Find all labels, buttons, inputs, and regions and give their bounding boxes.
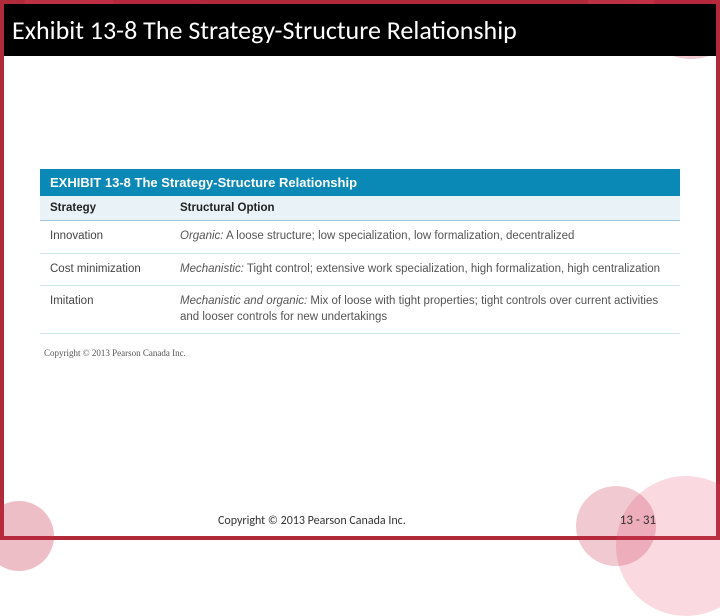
slide: Exhibit 13-8 The Strategy-Structure Rela… bbox=[0, 0, 720, 540]
option-emphasis: Mechanistic: bbox=[180, 263, 244, 275]
cell-strategy: Innovation bbox=[40, 221, 170, 254]
option-emphasis: Mechanistic and organic: bbox=[180, 295, 307, 307]
slide-title: Exhibit 13-8 The Strategy-Structure Rela… bbox=[12, 14, 517, 46]
footer-copyright: Copyright © 2013 Pearson Canada Inc. bbox=[4, 514, 620, 528]
option-text: A loose structure; low specialization, l… bbox=[223, 230, 574, 242]
option-emphasis: Organic: bbox=[180, 230, 223, 242]
decor-circle bbox=[0, 501, 54, 571]
col-header-strategy: Strategy bbox=[40, 196, 170, 221]
exhibit-header: EXHIBIT 13-8 The Strategy-Structure Rela… bbox=[40, 169, 680, 196]
exhibit-area: EXHIBIT 13-8 The Strategy-Structure Rela… bbox=[40, 169, 680, 358]
option-text: Tight control; extensive work specializa… bbox=[244, 263, 660, 275]
table-row: Imitation Mechanistic and organic: Mix o… bbox=[40, 286, 680, 334]
table-row: Innovation Organic: A loose structure; l… bbox=[40, 221, 680, 254]
cell-strategy: Imitation bbox=[40, 286, 170, 334]
exhibit-table: Strategy Structural Option Innovation Or… bbox=[40, 196, 680, 334]
cell-option: Mechanistic and organic: Mix of loose wi… bbox=[170, 286, 680, 334]
cell-strategy: Cost minimization bbox=[40, 253, 170, 286]
cell-option: Mechanistic: Tight control; extensive wo… bbox=[170, 253, 680, 286]
footer: Copyright © 2013 Pearson Canada Inc. 13 … bbox=[4, 513, 716, 528]
title-band: Exhibit 13-8 The Strategy-Structure Rela… bbox=[4, 4, 716, 56]
page-number: 13 - 31 bbox=[620, 513, 656, 528]
cell-option: Organic: A loose structure; low speciali… bbox=[170, 221, 680, 254]
table-row: Cost minimization Mechanistic: Tight con… bbox=[40, 253, 680, 286]
col-header-option: Structural Option bbox=[170, 196, 680, 221]
exhibit-copyright: Copyright © 2013 Pearson Canada Inc. bbox=[44, 348, 680, 358]
